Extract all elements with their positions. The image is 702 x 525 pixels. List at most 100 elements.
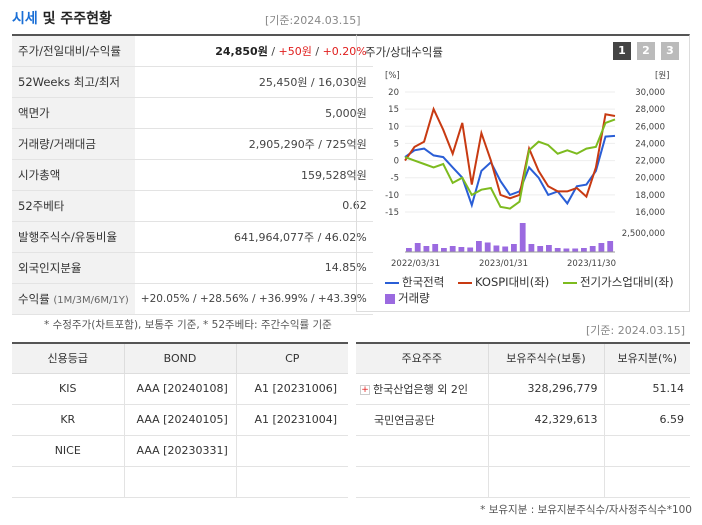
table-row: 시가총액 159,528억원	[12, 159, 373, 191]
row-label: 액면가	[12, 97, 135, 129]
row-value: 5,000원	[134, 97, 373, 129]
volume-bar	[449, 246, 456, 252]
legend-swatch-kospi	[457, 281, 472, 284]
volume-bar	[484, 242, 491, 252]
chart-title: 주가/상대수익률	[365, 45, 443, 59]
shareholder-name	[356, 466, 488, 498]
chart-page-1-button[interactable]: 1	[613, 42, 631, 60]
reference-date: [기준:2024.03.15]	[265, 14, 361, 27]
quote-table: 주가/전일대비/수익률 24,850원 / +50원 / +0.20% 52We…	[12, 34, 373, 315]
volume-bar	[476, 241, 482, 252]
volume-bar	[423, 246, 430, 252]
current-price: 24,850원	[215, 44, 268, 58]
row-value: 0.62	[134, 190, 373, 222]
right-tick-label: 28,000	[635, 105, 665, 115]
volume-bar	[546, 245, 552, 252]
share-percent	[603, 435, 690, 467]
table-row: KR AAA [20240105] A1 [20231004]	[12, 404, 348, 436]
volume-bar	[563, 248, 570, 252]
expand-plus-icon[interactable]: +	[360, 384, 370, 395]
table-row	[356, 435, 690, 467]
bond-rating: AAA [20230331]	[123, 435, 236, 467]
right-tick-label: 30,000	[635, 88, 665, 98]
row-label: 52Weeks 최고/최저	[12, 66, 135, 98]
table-row: 외국인지분율 14.85%	[12, 252, 373, 284]
column-header: 신용등급	[12, 343, 124, 374]
left-tick-label: -15	[385, 208, 399, 218]
left-tick-label: -10	[385, 191, 399, 201]
cp-rating: A1 [20231006]	[235, 373, 348, 405]
column-header: 보유지분(%)	[603, 343, 690, 374]
bond-rating: AAA [20240108]	[123, 373, 236, 405]
volume-tick-label: 2,500,000	[622, 229, 665, 239]
row-label-text: 수익률	[18, 291, 50, 306]
price-chart: [%] [원] 20 15 10 5 0 -5 -10 -15 30,000 28,000 26,000…	[385, 71, 669, 269]
table-row: KIS AAA [20240108] A1 [20231006]	[12, 373, 348, 405]
price-change-rate: +0.20%	[322, 44, 367, 58]
chart-page-3-button[interactable]: 3	[661, 42, 679, 60]
volume-bar	[493, 245, 500, 252]
volume-bar	[589, 246, 596, 252]
volume-bar	[511, 244, 517, 252]
shareholder-name: 한국산업은행 외 2인	[373, 382, 468, 396]
table-row	[12, 466, 348, 498]
column-header: CP	[235, 343, 348, 374]
shareholder-name	[356, 435, 488, 467]
chart-page-2-button[interactable]: 2	[637, 42, 655, 60]
volume-bar	[598, 243, 605, 252]
volume-bar	[537, 246, 544, 252]
legend-swatch-utilities	[562, 281, 577, 284]
row-value: 159,528억원	[134, 159, 373, 191]
separator: /	[267, 44, 279, 58]
right-tick-label: 20,000	[635, 174, 665, 184]
column-header: 보유주식수(보통)	[487, 343, 604, 374]
legend-label-volume: 거래량	[398, 291, 430, 305]
bond-rating	[123, 466, 236, 498]
volume-bar	[458, 247, 465, 252]
credit-agency: NICE	[12, 435, 124, 467]
table-row: 52Weeks 최고/최저 25,450원 / 16,030원	[12, 66, 373, 98]
row-label: 주가/전일대비/수익률	[12, 35, 135, 67]
major-shareholders-table: 주요주주 보유주식수(보통) 보유지분(%) + 한국산업은행 외 2인 328,…	[356, 342, 690, 498]
credit-agency	[12, 466, 124, 498]
return-rates: +20.05% / +28.56% / +36.99% / +43.39%	[134, 283, 373, 315]
table-row: 거래량/거래대금 2,905,290주 / 725억원	[12, 128, 373, 160]
left-tick-label: 20	[388, 88, 399, 98]
right-tick-label: 18,000	[635, 191, 665, 201]
row-value: 641,964,077주 / 46.02%	[134, 221, 373, 253]
legend-label-utilities: 전기가스업대비(좌)	[579, 275, 674, 289]
x-tick-label: 2023/11/30	[567, 259, 616, 269]
price-summary: 24,850원 / +50원 / +0.20%	[134, 35, 373, 67]
row-value: 25,450원 / 16,030원	[134, 66, 373, 98]
volume-bar	[607, 241, 614, 252]
volume-bar	[406, 248, 412, 252]
table-row: 52주베타 0.62	[12, 190, 373, 222]
share-percent: 51.14	[603, 373, 690, 405]
row-label: 외국인지분율	[12, 252, 135, 284]
left-tick-label: -5	[391, 174, 399, 184]
column-header: BOND	[123, 343, 236, 374]
right-tick-label: 22,000	[635, 157, 665, 167]
shareholder-cell: + 한국산업은행 외 2인	[356, 373, 488, 405]
share-count: 42,329,613	[487, 404, 604, 436]
left-axis-unit: [%]	[385, 71, 400, 81]
row-label: 시가총액	[12, 159, 135, 191]
volume-bar	[502, 246, 509, 252]
section-title-accent: 시세	[12, 11, 38, 27]
chart-panel: 주가/상대수익률 1 2 3 [%] [원] 20 15 10 5 0 -5 -10 -15 30,…	[356, 34, 690, 312]
share-percent	[603, 466, 690, 498]
table-row: + 한국산업은행 외 2인 328,296,779 51.14	[356, 373, 690, 405]
legend: 한국전력 KOSPI대비(좌) 전기가스업대비(좌)	[385, 274, 674, 290]
row-label: 발행주식수/유동비율	[12, 221, 135, 253]
column-header: 주요주주	[356, 343, 488, 374]
volume-bar	[581, 248, 587, 252]
share-count: 328,296,779	[487, 373, 604, 405]
section-title: 시세 및 주주현황	[12, 8, 112, 28]
holders-footnote: * 보유지분 : 보유지분주식수/자사정주식수*100	[480, 504, 692, 516]
legend-swatch-volume	[385, 293, 395, 304]
cp-rating: A1 [20231004]	[235, 404, 348, 436]
row-value: 14.85%	[134, 252, 373, 284]
volume-bar	[414, 243, 421, 252]
cp-rating	[235, 435, 348, 467]
legend-swatch-kepco	[385, 281, 399, 284]
